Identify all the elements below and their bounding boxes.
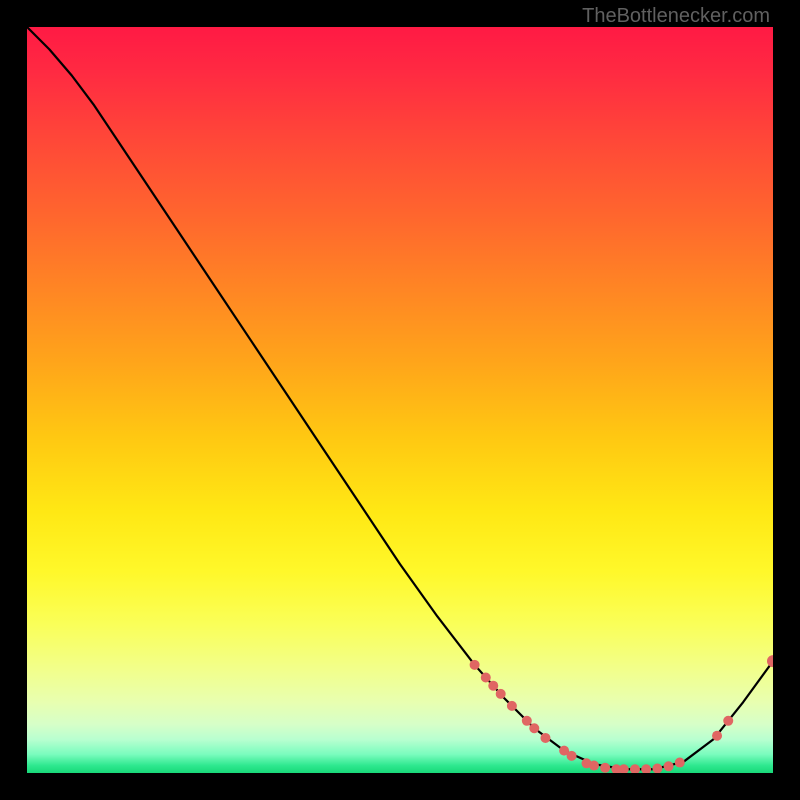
watermark-text: TheBottlenecker.com [582,5,770,28]
gradient-background [27,27,773,773]
plot-area [27,27,773,773]
